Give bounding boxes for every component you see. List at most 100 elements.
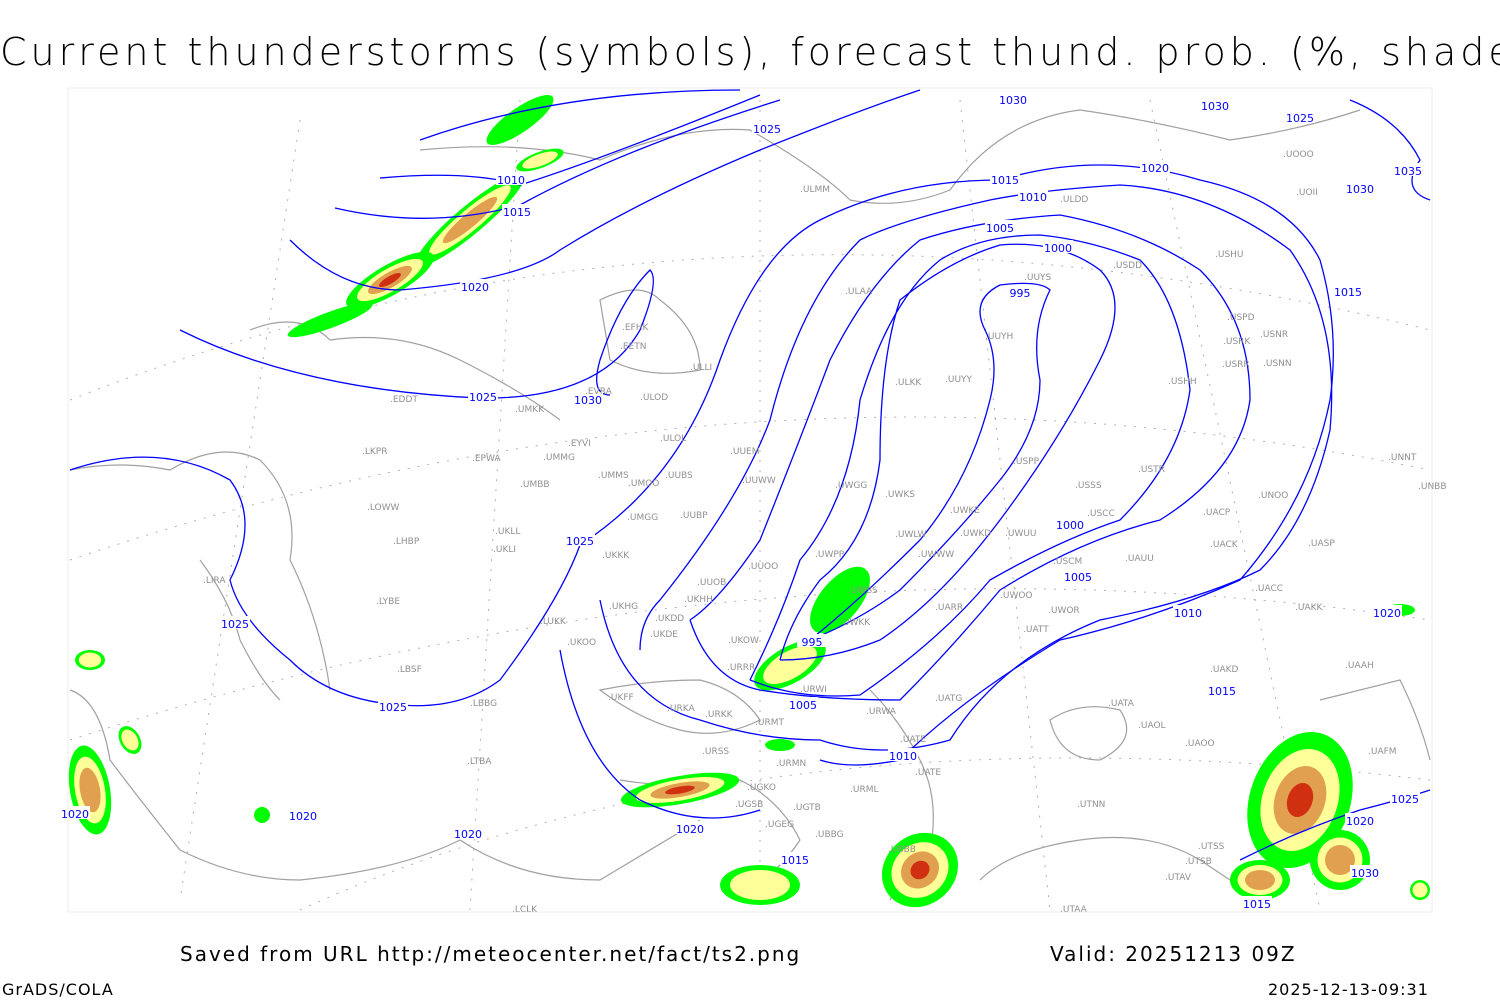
isobar-label: 1005: [789, 699, 817, 712]
station-label: .LBSF: [397, 665, 422, 675]
probability-area: [1245, 870, 1275, 890]
station-label: .UKFF: [608, 693, 634, 703]
station-label: .UUOO: [748, 562, 778, 572]
station-label: .LOWW: [367, 503, 400, 513]
station-label: .LHBP: [393, 537, 420, 547]
isobars: [69, 89, 1431, 861]
station-label: .ULOL: [660, 434, 686, 444]
probability-area: [810, 566, 870, 634]
station-label: .USTR: [1138, 465, 1165, 475]
probability-area: [665, 785, 695, 795]
station-label: .UKKK: [602, 551, 630, 561]
probability-area: [1412, 882, 1428, 898]
station-label: .URKK: [705, 710, 734, 720]
station-label: .LYBE: [376, 597, 400, 607]
station-label: .UACC: [1255, 584, 1283, 594]
coastlines: [69, 109, 1431, 901]
station-label: .UUBS: [665, 471, 693, 481]
station-label: .UATG: [935, 694, 962, 704]
generated-timestamp: 2025-12-13-09:31: [1268, 980, 1429, 999]
station-label: .UMOO: [628, 479, 659, 489]
station-label: .USNN: [1263, 359, 1292, 369]
station-label: .UWPP: [815, 550, 845, 560]
isobar-label: 1010: [889, 750, 917, 763]
station-label: .UKOO: [567, 638, 596, 648]
station-label: .ULAA: [845, 287, 873, 297]
station-label: .USNR: [1260, 330, 1288, 340]
isobar-label: 1015: [781, 854, 809, 867]
station-label: .URKA: [667, 704, 695, 714]
station-label: .UKLL: [495, 527, 520, 537]
station-label: .UWKD: [960, 529, 991, 539]
probability-area: [78, 652, 102, 668]
station-label: .UAOL: [1138, 721, 1166, 731]
station-label: .UAKK: [1295, 603, 1324, 613]
probability-area: [486, 95, 554, 145]
probability-area: [379, 272, 401, 288]
station-label: .ULMM: [800, 185, 830, 195]
station-label: .UUEM: [730, 447, 760, 457]
station-label: .USPD: [1227, 313, 1255, 323]
station-label: .URMN: [776, 759, 806, 769]
station-label: .USCC: [1087, 509, 1115, 519]
station-label: .UBBG: [815, 830, 844, 840]
station-label: .USHU: [1215, 250, 1244, 260]
station-label: .UWOO: [1000, 591, 1033, 601]
station-label: .UMGG: [627, 513, 658, 523]
station-label: .UNBB: [1418, 482, 1447, 492]
station-label: .URMT: [755, 718, 784, 728]
isobar-label: 1025: [1286, 112, 1314, 125]
valid-time-text: Valid: 20251213 09Z: [1050, 942, 1297, 966]
station-label: .URSS: [702, 747, 729, 757]
probability-area: [1325, 845, 1355, 875]
station-label: .UKLI: [493, 545, 516, 555]
isobar-label: 1030: [999, 94, 1027, 107]
probability-area: [79, 767, 101, 813]
station-label: .UWLW: [895, 530, 927, 540]
isobar-label: 1015: [1334, 286, 1362, 299]
station-label: .UUYS: [1024, 273, 1052, 283]
station-label: .UACP: [1203, 508, 1231, 518]
isobar-label: 1015: [1208, 685, 1236, 698]
station-label: .EYVI: [568, 439, 591, 449]
station-label: .UWSS: [848, 586, 878, 596]
isobar-label: 1010: [1019, 191, 1047, 204]
station-label: .LBBG: [470, 699, 497, 709]
station-label: .UUYH: [985, 332, 1013, 342]
station-label: .UKDE: [650, 630, 678, 640]
station-label: .USRK: [1223, 337, 1251, 347]
station-label: .LCLK: [512, 905, 538, 915]
isobar-label: 1015: [991, 174, 1019, 187]
station-label: .LIRA: [203, 576, 226, 586]
station-label: .URRR: [727, 663, 755, 673]
station-label: .UMKK: [515, 405, 545, 415]
station-label: .UTSS: [1198, 842, 1225, 852]
isobar-label: 1025: [1391, 793, 1419, 806]
station-label: .UKOW: [728, 636, 759, 646]
station-label: .UNNT: [1388, 453, 1417, 463]
station-label: .UOII: [1296, 188, 1318, 198]
probability-area: [910, 860, 930, 880]
station-label: .UAKD: [1210, 665, 1239, 675]
station-label: .UWKE: [950, 506, 980, 516]
station-label: .UTAV: [1165, 873, 1192, 883]
station-label: .UGKO: [747, 783, 776, 793]
isobar-labels: 1030 103010251025103510301020101510101010…: [60, 92, 1423, 911]
isobar-label: 1025: [379, 701, 407, 714]
station-label: .UMMS: [598, 471, 629, 481]
isobar-label: 1020: [61, 808, 89, 821]
station-label: .USHH: [1168, 377, 1197, 387]
isobar-label: 1020: [289, 810, 317, 823]
station-label: .UATE: [900, 735, 926, 745]
station-label: .ULKK: [895, 378, 922, 388]
station-label: .UUYY: [945, 375, 973, 385]
isobar-label: 1020: [454, 828, 482, 841]
isobar-label: 1030: [1351, 867, 1379, 880]
station-label: .UAAH: [1345, 661, 1374, 671]
station-label: .URWA: [866, 707, 897, 717]
station-label: .UUBP: [680, 511, 708, 521]
isobar-label: 995: [1010, 287, 1031, 300]
station-label: .UATA: [1108, 699, 1135, 709]
station-label: .UWKK: [840, 618, 871, 628]
